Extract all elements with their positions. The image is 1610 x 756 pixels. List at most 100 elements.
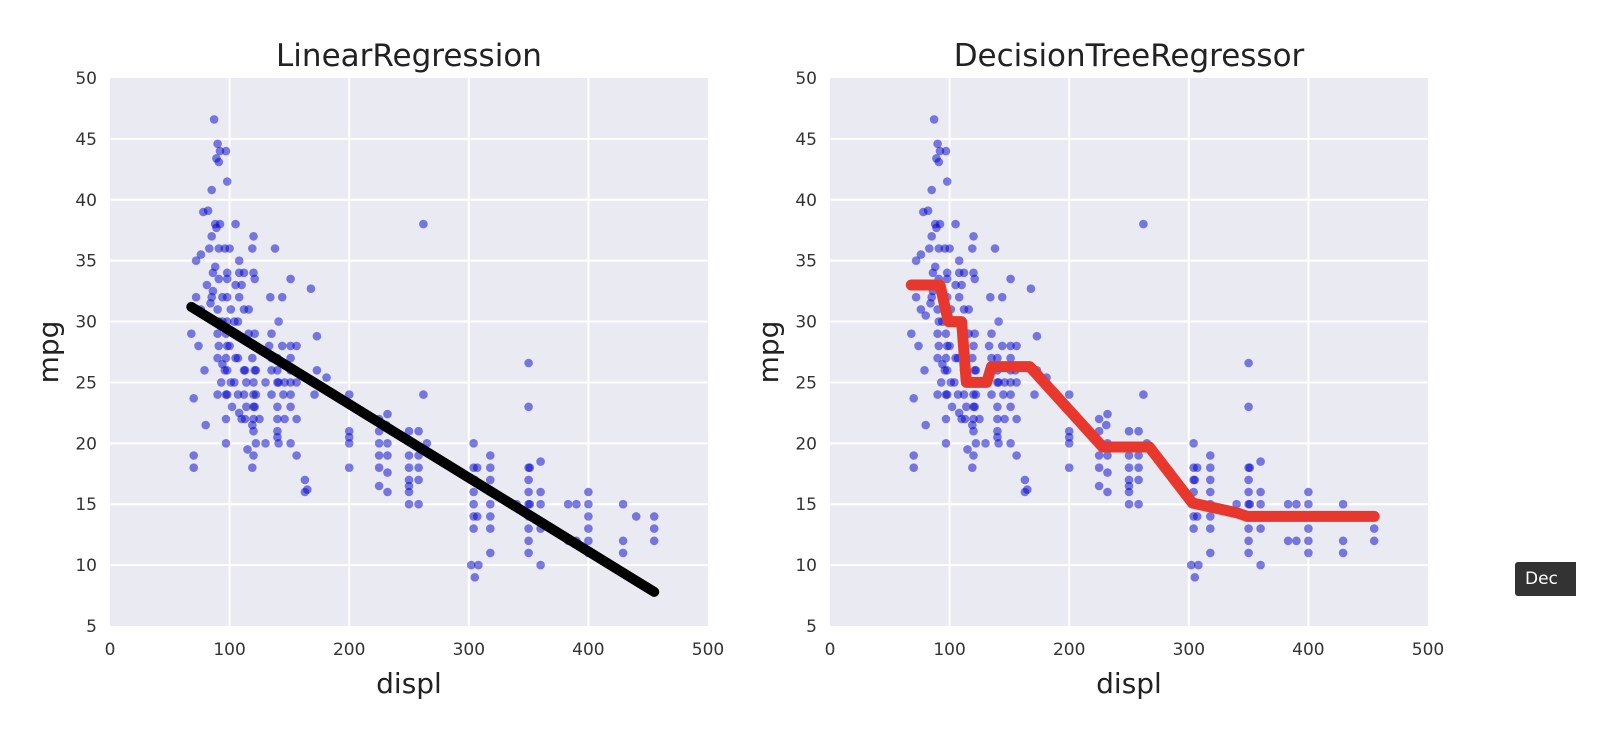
scatter-point (233, 390, 243, 399)
scatter-point (1256, 560, 1265, 570)
scatter-point (213, 353, 222, 363)
scatter-point (207, 185, 216, 195)
scatter-point (251, 439, 261, 448)
scatter-point (987, 390, 996, 399)
scatter-point (486, 499, 495, 509)
scatter-point (207, 232, 216, 241)
scatter-point (951, 219, 960, 229)
scatter-point (1186, 560, 1196, 570)
scatter-point (649, 524, 659, 533)
scatter-point (1189, 524, 1198, 533)
scatter-point (404, 481, 414, 491)
scatter-point (213, 139, 222, 149)
scatter-point (990, 244, 1000, 253)
scatter-point (934, 157, 944, 167)
scatter-point (215, 219, 225, 229)
scatter-point (1103, 451, 1112, 460)
scatter-point (206, 299, 215, 308)
y-axis-label: mpg (752, 321, 785, 384)
scatter-point (250, 402, 259, 412)
scatter-point (486, 512, 495, 521)
scatter-point (1103, 487, 1112, 497)
scatter-point (1192, 512, 1202, 521)
scatter-point (486, 524, 495, 533)
scatter-point (249, 232, 258, 241)
scatter-point (970, 274, 979, 284)
scatter-point (1094, 463, 1104, 473)
chart-title: LinearRegression (276, 38, 542, 74)
scatter-point (618, 499, 628, 509)
scatter-point (213, 305, 222, 314)
scatter-point (950, 378, 959, 387)
scatter-point (239, 390, 249, 399)
scatter-point (414, 475, 423, 485)
y-tick-label: 45 (795, 130, 817, 150)
scatter-point (344, 390, 354, 399)
scatter-point (1283, 536, 1293, 546)
scatter-point (292, 451, 301, 460)
scatter-point (310, 390, 319, 399)
scatter-point (563, 499, 573, 509)
scatter-point (274, 378, 283, 387)
scatter-point (404, 451, 414, 460)
scatter-point (213, 329, 222, 339)
x-tick-label: 300 (453, 640, 485, 660)
x-tick-label: 400 (1292, 640, 1324, 660)
scatter-point (222, 366, 232, 375)
scatter-point (286, 439, 295, 448)
scatter-point (1338, 499, 1348, 509)
scatter-point (969, 451, 978, 460)
y-tick-label: 45 (75, 130, 97, 150)
scatter-point (968, 244, 977, 253)
scatter-point (969, 341, 978, 351)
scatter-point (1206, 524, 1215, 533)
scatter-point (524, 358, 533, 368)
decision-tree-line (905, 279, 1380, 522)
scatter-point (209, 115, 219, 124)
scatter-point (210, 262, 220, 272)
scatter-point (374, 439, 384, 448)
scatter-point (466, 560, 476, 570)
scatter-point (344, 439, 354, 448)
scatter-point (1256, 499, 1265, 509)
scatter-point (1064, 432, 1074, 442)
scatter-point (925, 244, 934, 253)
scatter-point (383, 409, 392, 419)
scatter-point (233, 317, 243, 326)
scatter-point (374, 463, 384, 473)
scatter-point (1244, 548, 1253, 558)
scatter-point (954, 408, 964, 418)
scatter-point (208, 286, 218, 296)
scatter-point (960, 414, 970, 424)
scatter-point (414, 426, 423, 436)
scatter-point (292, 341, 301, 351)
scatter-point (222, 177, 232, 186)
scatter-point (1369, 536, 1379, 546)
scatter-point (221, 439, 231, 448)
y-tick-label: 20 (795, 434, 817, 454)
scatter-point (907, 329, 916, 339)
scatter-point (524, 524, 533, 533)
scatter-point (227, 402, 237, 412)
scatter-point (969, 414, 978, 424)
scatter-point (1256, 487, 1265, 497)
scatter-point (1206, 475, 1215, 485)
scatter-point (1304, 487, 1313, 497)
y-tick-label: 40 (795, 191, 817, 211)
scatter-point (202, 280, 212, 290)
scatter-point (1256, 524, 1265, 533)
scatter-point (942, 366, 952, 375)
scatter-point (1006, 390, 1015, 399)
x-tick-label: 300 (1173, 640, 1205, 660)
scatter-point (1244, 487, 1253, 497)
scatter-point (1256, 457, 1265, 466)
scatter-point (1232, 499, 1241, 509)
scatter-point (942, 390, 952, 399)
scatter-point (1012, 341, 1021, 351)
scatter-point (1124, 481, 1134, 491)
scatter-point (222, 292, 232, 302)
scatter-point (214, 341, 224, 351)
plot-area (110, 78, 708, 626)
scatter-point (234, 408, 244, 418)
scatter-point (344, 432, 354, 442)
